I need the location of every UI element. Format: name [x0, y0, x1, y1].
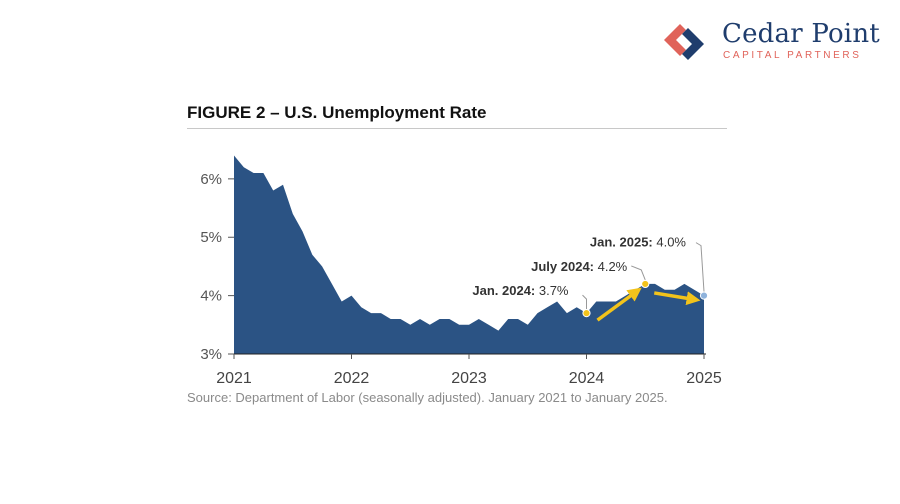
unemployment-area — [234, 155, 704, 354]
y-tick-label: 6% — [200, 171, 222, 188]
y-tick-label: 3% — [200, 346, 222, 363]
logo-subtitle: CAPITAL PARTNERS — [723, 50, 862, 61]
annotation-label-value: 4.0% — [653, 235, 687, 250]
annotation-label: July 2024: 4.2% — [531, 259, 628, 274]
annotation-point — [699, 291, 709, 300]
x-tick-label: 2024 — [569, 370, 605, 387]
x-tick-label: 2021 — [216, 370, 252, 387]
source-note: Source: Department of Labor (seasonally … — [187, 390, 668, 405]
logo-name: Cedar Point — [722, 19, 880, 49]
figure-title: FIGURE 2 – U.S. Unemployment Rate — [187, 103, 487, 122]
annotation-label-date: Jan. 2024: — [472, 283, 535, 298]
annotation-label-date: July 2024: — [531, 259, 594, 274]
annotation-point — [582, 309, 591, 318]
y-tick-label: 4% — [200, 288, 222, 305]
x-tick-label: 2025 — [686, 370, 722, 387]
annotation-leader — [582, 294, 587, 310]
x-tick-label: 2023 — [451, 370, 487, 387]
title-divider — [187, 128, 727, 129]
logo-mark-icon — [664, 24, 704, 60]
y-tick-label: 5% — [200, 229, 222, 246]
x-tick-label: 2022 — [334, 370, 370, 387]
annotation-leader — [695, 242, 705, 292]
annotation-leader — [631, 265, 646, 281]
cedar-point-logo: Cedar Point CAPITAL PARTNERS — [660, 19, 880, 64]
annotation-label-value: 4.2% — [594, 259, 628, 274]
annotation-label-date: Jan. 2025: — [590, 235, 653, 250]
annotation-point — [641, 279, 650, 289]
annotation-label: Jan. 2025: 4.0% — [590, 235, 687, 250]
annotation-label-value: 3.7% — [535, 283, 569, 298]
annotation-label: Jan. 2024: 3.7% — [472, 283, 569, 298]
trend-arrow-icon — [596, 287, 642, 322]
trend-arrow-icon — [653, 291, 701, 306]
